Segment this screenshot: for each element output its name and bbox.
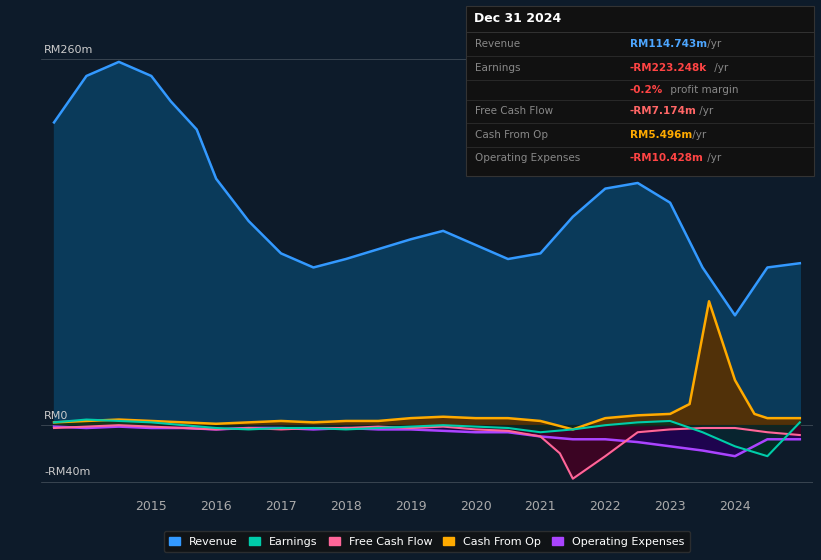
Text: -RM223.248k: -RM223.248k — [630, 63, 707, 73]
Text: Cash From Op: Cash From Op — [475, 130, 548, 140]
Text: RM260m: RM260m — [44, 45, 94, 55]
Text: RM5.496m: RM5.496m — [630, 130, 692, 140]
Text: Dec 31 2024: Dec 31 2024 — [474, 12, 561, 25]
Text: -RM7.174m: -RM7.174m — [630, 106, 696, 116]
Text: RM0: RM0 — [44, 411, 69, 421]
Text: /yr: /yr — [704, 153, 721, 164]
Text: /yr: /yr — [696, 106, 713, 116]
Text: Free Cash Flow: Free Cash Flow — [475, 106, 553, 116]
Text: /yr: /yr — [704, 39, 721, 49]
Text: -RM40m: -RM40m — [44, 467, 90, 477]
Text: -0.2%: -0.2% — [630, 85, 663, 95]
Text: Revenue: Revenue — [475, 39, 521, 49]
Text: /yr: /yr — [711, 63, 728, 73]
Text: /yr: /yr — [689, 130, 706, 140]
Legend: Revenue, Earnings, Free Cash Flow, Cash From Op, Operating Expenses: Revenue, Earnings, Free Cash Flow, Cash … — [163, 531, 690, 552]
Text: Earnings: Earnings — [475, 63, 521, 73]
Text: profit margin: profit margin — [667, 85, 738, 95]
Text: RM114.743m: RM114.743m — [630, 39, 707, 49]
Text: -RM10.428m: -RM10.428m — [630, 153, 704, 164]
Text: Operating Expenses: Operating Expenses — [475, 153, 580, 164]
